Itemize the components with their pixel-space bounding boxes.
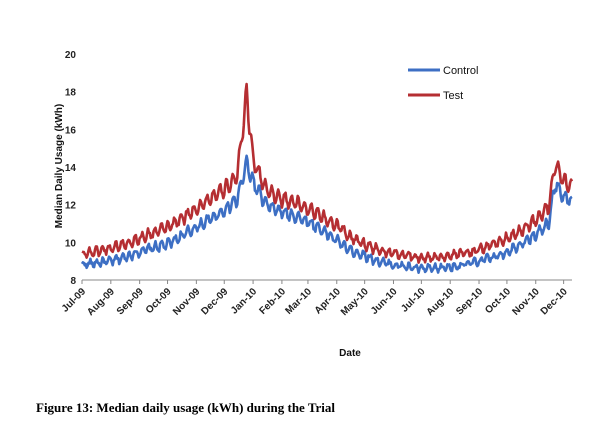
axes: 8101214161820Jul-09Aug-09Sep-09Oct-09Nov… [60,50,572,318]
x-tick-label: Apr-10 [313,286,343,316]
series-line-control [80,154,573,275]
y-tick-label: 10 [65,238,77,249]
figure-caption-label: Figure 13: [36,400,94,415]
series-line-test [81,82,574,264]
legend-label-control: Control [443,65,478,77]
y-tick-label: 14 [65,163,77,174]
x-tick-label: Nov-09 [171,286,203,318]
figure-caption-text: Median daily usage (kWh) during the Tria… [96,400,336,415]
x-axis-title: Date [339,348,361,359]
legend: Control Test [408,65,478,102]
y-tick-label: 16 [65,125,77,136]
y-tick-label: 20 [65,50,77,61]
x-tick-label: Aug-10 [425,286,457,318]
legend-label-test: Test [443,90,463,102]
y-tick-label: 12 [65,201,77,212]
x-tick-label: Jun-10 [369,286,400,317]
x-tick-label: Aug-09 [85,286,117,318]
y-axis-title: Median Daily Usage (kWh) [54,104,65,228]
y-tick-label: 18 [65,88,77,99]
x-tick-label: Oct-10 [483,286,513,316]
x-tick-label: Sep-09 [115,286,146,317]
x-tick-label: Nov-10 [510,286,542,318]
figure-caption: Figure 13: Median daily usage (kWh) duri… [36,400,335,416]
x-tick-label: Sep-10 [454,286,485,317]
x-tick-label: Jan-10 [229,286,259,316]
x-tick-label: Mar-10 [283,286,314,317]
x-tick-label: Oct-09 [144,286,174,316]
x-tick-label: Dec-10 [539,286,570,317]
x-tick-label: Dec-09 [199,286,230,317]
y-tick-label: 8 [70,276,76,287]
plot-area [80,82,574,275]
x-tick-label: Feb-10 [257,286,288,317]
x-tick-label: May-10 [339,286,371,318]
